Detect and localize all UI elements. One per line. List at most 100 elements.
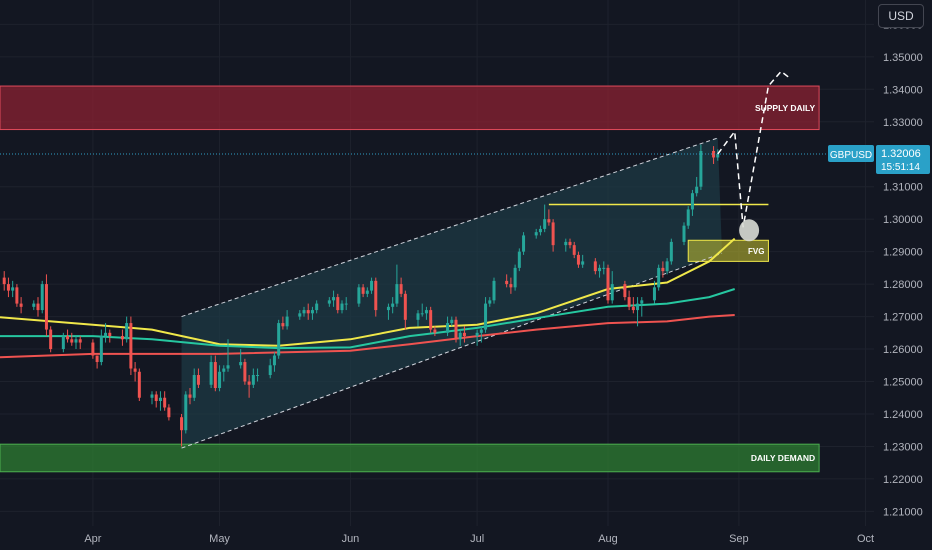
- fvg-zone: [687, 239, 769, 262]
- candle-body: [184, 394, 188, 431]
- candle-body: [610, 284, 614, 301]
- price-axis-tick: 1.33000: [883, 117, 923, 129]
- candle-body: [285, 316, 289, 327]
- currency-button[interactable]: USD: [878, 4, 924, 28]
- projection-path: [717, 70, 791, 228]
- symbol-tag-label: GBPUSD: [830, 150, 872, 161]
- candle-body: [344, 303, 348, 305]
- candle-body: [547, 219, 551, 223]
- candle-body: [158, 397, 162, 401]
- last-price-countdown: 15:51:14: [881, 162, 920, 173]
- candle-body: [15, 287, 19, 304]
- candle-body: [669, 241, 673, 262]
- candle-body: [505, 280, 509, 285]
- candle-body: [593, 261, 597, 272]
- candle-body: [686, 209, 690, 226]
- candle-body: [636, 303, 640, 311]
- candle-body: [627, 297, 631, 307]
- candle-body: [310, 310, 314, 314]
- candle-body: [395, 284, 399, 304]
- candle-body: [218, 371, 222, 389]
- candle-body: [129, 323, 133, 369]
- candle-body: [222, 368, 226, 372]
- candle-body: [196, 375, 200, 385]
- price-axis-tick: 1.27000: [883, 312, 923, 324]
- candle-body: [192, 375, 196, 398]
- fvg-zone-label: FVG: [748, 247, 764, 256]
- supply-zone: [0, 85, 820, 131]
- candle-body: [298, 313, 302, 317]
- candle-body: [623, 284, 627, 298]
- time-axis-tick: Aug: [598, 533, 618, 545]
- candle-body: [6, 284, 10, 291]
- candle-body: [602, 267, 606, 269]
- candle-body: [517, 251, 521, 268]
- candle-body: [420, 313, 424, 315]
- last-price-value: 1.32006: [881, 148, 921, 160]
- candle-body: [370, 280, 374, 291]
- candle-body: [180, 417, 184, 431]
- candle-body: [695, 186, 699, 194]
- candle-body: [446, 323, 450, 333]
- candle-body: [522, 235, 526, 252]
- price-axis-tick: 1.29000: [883, 247, 923, 259]
- candle-body: [606, 267, 610, 301]
- candle-body: [239, 362, 243, 366]
- candle-body: [327, 300, 331, 304]
- candle-body: [712, 150, 716, 158]
- candle-body: [576, 254, 580, 265]
- price-axis-tick: 1.26000: [883, 344, 923, 356]
- candle-body: [336, 297, 340, 311]
- candle-body: [416, 313, 420, 320]
- candle-body: [386, 306, 390, 311]
- candle-body: [120, 336, 124, 340]
- candle-body: [66, 336, 70, 340]
- price-axis-tick: 1.35000: [883, 52, 923, 64]
- candle-body: [433, 329, 437, 333]
- price-axis-tick: 1.23000: [883, 441, 923, 453]
- candle-body: [357, 287, 361, 304]
- moving-average-line: [0, 237, 736, 347]
- candle-body: [2, 277, 6, 285]
- candle-body: [61, 336, 65, 350]
- candle-body: [661, 267, 665, 272]
- candle-body: [458, 332, 462, 340]
- candle-body: [49, 329, 53, 350]
- time-axis-tick: Jul: [470, 533, 484, 545]
- symbol-tag: [828, 145, 874, 163]
- candle-body: [657, 267, 661, 288]
- candle-body: [716, 153, 720, 158]
- time-axis-tick: Sep: [729, 533, 749, 545]
- candle-body: [652, 287, 656, 301]
- candle-body: [95, 355, 99, 363]
- candle-body: [74, 339, 78, 343]
- candle-body: [538, 228, 542, 233]
- candle-body: [108, 332, 112, 337]
- candle-body: [150, 394, 154, 398]
- candle-body: [91, 342, 95, 356]
- candle-body: [332, 297, 336, 301]
- channel-fill: [181, 137, 723, 449]
- candle-body: [19, 303, 23, 307]
- price-axis-tick: 1.31000: [883, 182, 923, 194]
- candle-body: [256, 375, 260, 377]
- candle-body: [361, 287, 365, 294]
- candle-body: [137, 371, 141, 398]
- candle-body: [40, 284, 44, 311]
- candle-body: [213, 362, 217, 389]
- candle-body: [543, 219, 547, 229]
- candle-body: [640, 300, 644, 304]
- price-axis-tick: 1.22000: [883, 474, 923, 486]
- channel-upper-line: [181, 137, 718, 318]
- retest-marker: [739, 219, 760, 242]
- candle-body: [682, 225, 686, 242]
- candle-body: [581, 261, 585, 265]
- candle-body: [631, 306, 635, 311]
- candle-body: [163, 397, 167, 408]
- price-axis-tick: 1.28000: [883, 279, 923, 291]
- candle-body: [488, 300, 492, 304]
- candle-body: [78, 339, 82, 343]
- candle-body: [251, 375, 255, 385]
